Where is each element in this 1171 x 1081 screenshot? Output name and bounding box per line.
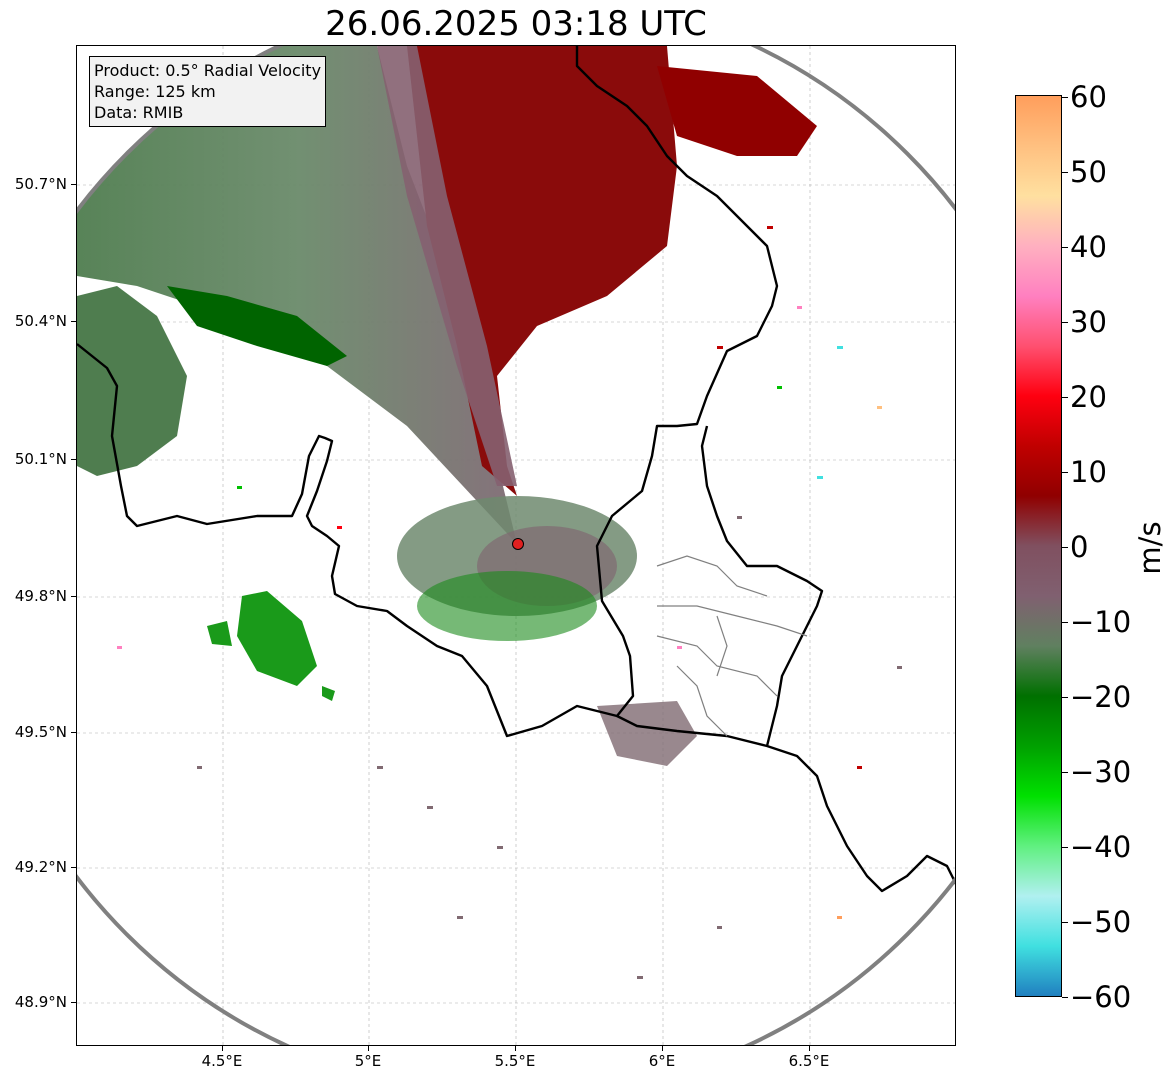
border-luxembourg-east xyxy=(700,425,824,747)
lat-tick-label: 49.8°N xyxy=(14,587,67,605)
lon-tickmark xyxy=(662,1046,663,1051)
inbound-cell-nw xyxy=(167,286,347,366)
lat-tickmark xyxy=(71,596,76,597)
colorbar-tickmark xyxy=(1062,247,1068,248)
colorbar-tick-label: 30 xyxy=(1070,305,1107,339)
lat-tickmark xyxy=(71,184,76,185)
info-range: Range: 125 km xyxy=(94,82,216,101)
admin-borders xyxy=(77,46,955,893)
colorbar-tickmark xyxy=(1062,472,1068,473)
colorbar-tick-label: 60 xyxy=(1070,80,1107,114)
lat-tickmark xyxy=(71,1002,76,1003)
colorbar-tick-label: −30 xyxy=(1070,755,1132,789)
lon-tick-label: 5°E xyxy=(354,1052,382,1070)
colorbar-tickmark xyxy=(1062,547,1068,548)
lon-tick-label: 6°E xyxy=(648,1052,676,1070)
colorbar-tick-label: −40 xyxy=(1070,830,1132,864)
colorbar-tick-label: 40 xyxy=(1070,230,1107,264)
lat-tick-label: 49.2°N xyxy=(14,858,67,876)
scattered-echoes xyxy=(117,226,902,979)
inbound-velocity-region-w xyxy=(77,286,187,476)
lon-tick-label: 6.5°E xyxy=(788,1052,830,1070)
lon-tickmark xyxy=(368,1046,369,1051)
radar-map-panel[interactable] xyxy=(76,45,956,1046)
lon-tickmark xyxy=(222,1046,223,1051)
lat-tick-label: 50.1°N xyxy=(14,450,67,468)
colorbar-tickmark xyxy=(1062,772,1068,773)
colorbar-tick-label: 0 xyxy=(1070,530,1089,564)
lon-tickmark xyxy=(809,1046,810,1051)
outbound-velocity-region-ne xyxy=(657,66,817,156)
radar-site-marker[interactable] xyxy=(512,538,524,550)
map-title: 26.06.2025 03:18 UTC xyxy=(325,4,707,44)
info-data-source: Data: RMIB xyxy=(94,103,184,122)
lat-tickmark xyxy=(71,732,76,733)
transition-region xyxy=(377,46,517,486)
lat-tickmark xyxy=(71,321,76,322)
lat-tick-label: 50.7°N xyxy=(14,175,67,193)
info-box: Product: 0.5° Radial Velocity Range: 125… xyxy=(89,56,327,127)
border-luxembourg-germany xyxy=(616,714,955,893)
colorbar-tickmark xyxy=(1062,997,1068,998)
lat-tick-label: 50.4°N xyxy=(14,312,67,330)
colorbar-tickmark xyxy=(1062,397,1068,398)
lat-tick-label: 49.5°N xyxy=(14,723,67,741)
district-borders xyxy=(656,555,808,737)
lon-tick-label: 4.5°E xyxy=(201,1052,243,1070)
colorbar-unit-label: m/s xyxy=(1133,521,1167,575)
colorbar-tick-label: −50 xyxy=(1070,905,1132,939)
colorbar-tickmark xyxy=(1062,922,1068,923)
colorbar-tick-label: 20 xyxy=(1070,380,1107,414)
colorbar-tick-label: −20 xyxy=(1070,680,1132,714)
colorbar-tick-label: −60 xyxy=(1070,980,1132,1014)
ground-clutter-s xyxy=(597,701,697,766)
colorbar-tickmark xyxy=(1062,622,1068,623)
lon-tickmark xyxy=(515,1046,516,1051)
border-belgium-france-west xyxy=(77,46,779,738)
radar-map xyxy=(77,46,955,1045)
colorbar-tickmark xyxy=(1062,322,1068,323)
lat-tick-label: 48.9°N xyxy=(14,993,67,1011)
colorbar-tickmark xyxy=(1062,172,1068,173)
lat-tickmark xyxy=(71,459,76,460)
colorbar-tickmark xyxy=(1062,97,1068,98)
colorbar-tick-label: 50 xyxy=(1070,155,1107,189)
colorbar-tick-label: 10 xyxy=(1070,455,1107,489)
lat-tickmark xyxy=(71,867,76,868)
colorbar-tick-label: −10 xyxy=(1070,605,1132,639)
inbound-cell-sw xyxy=(237,591,317,686)
velocity-colorbar xyxy=(1015,95,1062,997)
colorbar-tickmark xyxy=(1062,697,1068,698)
info-product: Product: 0.5° Radial Velocity xyxy=(94,61,322,80)
lon-tick-label: 5.5°E xyxy=(494,1052,536,1070)
colorbar-tickmark xyxy=(1062,847,1068,848)
